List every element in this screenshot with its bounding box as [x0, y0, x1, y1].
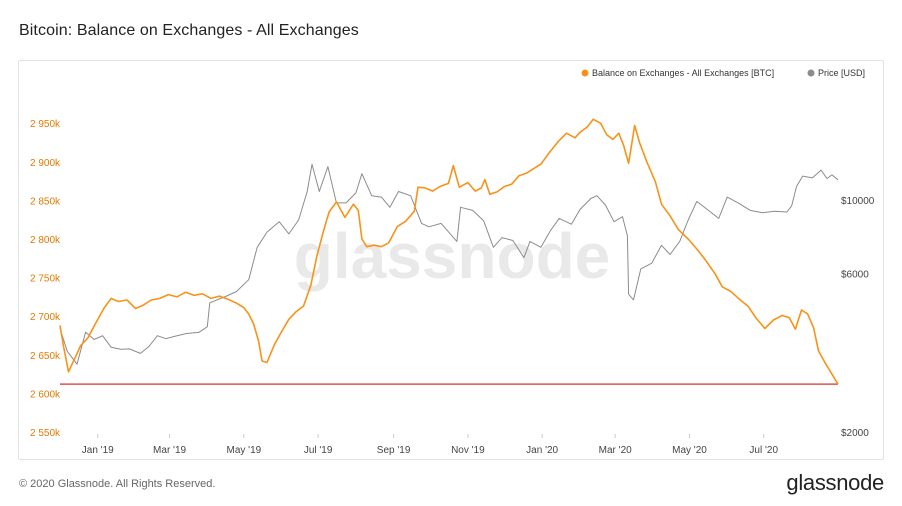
- chart-frame: [18, 60, 884, 460]
- x-tick-label: May '19: [226, 445, 261, 456]
- price-series-line[interactable]: [59, 163, 839, 365]
- copyright-text: © 2020 Glassnode. All Rights Reserved.: [19, 478, 216, 490]
- watermark: glassnode: [294, 220, 611, 292]
- legend-label[interactable]: Balance on Exchanges - All Exchanges [BT…: [592, 68, 774, 78]
- y-left-tick-label: 2 750k: [30, 274, 61, 285]
- y-left-tick-label: 2 600k: [30, 389, 61, 400]
- x-tick-label: Sep '19: [377, 445, 411, 456]
- x-tick-label: Mar '20: [599, 445, 632, 456]
- y-right-tick-label: $2000: [841, 428, 869, 439]
- y-right-tick-label: $6000: [841, 270, 869, 281]
- y-right-tick-label: $10000: [841, 196, 875, 207]
- chart-title: Bitcoin: Balance on Exchanges - All Exch…: [19, 22, 359, 39]
- glassnode-logo[interactable]: glassnode: [786, 470, 884, 495]
- y-left-tick-label: 2 950k: [30, 119, 61, 130]
- y-left-tick-label: 2 700k: [30, 312, 61, 323]
- y-left-tick-label: 2 900k: [30, 158, 61, 169]
- x-tick-label: Jul '19: [304, 445, 333, 456]
- legend-marker: [807, 69, 815, 77]
- y-left-tick-label: 2 850k: [30, 196, 61, 207]
- legend-marker: [581, 69, 589, 77]
- balance-series-line[interactable]: [59, 118, 839, 385]
- x-tick-label: Jan '19: [82, 445, 114, 456]
- y-left-tick-label: 2 800k: [30, 235, 61, 246]
- x-tick-label: May '20: [672, 445, 707, 456]
- x-tick-label: Nov '19: [451, 445, 485, 456]
- x-tick-label: Mar '19: [153, 445, 186, 456]
- x-tick-label: Jul '20: [749, 445, 778, 456]
- legend-label[interactable]: Price [USD]: [818, 68, 865, 78]
- x-tick-label: Jan '20: [526, 445, 558, 456]
- y-left-tick-label: 2 550k: [30, 428, 61, 439]
- y-left-tick-label: 2 650k: [30, 351, 61, 362]
